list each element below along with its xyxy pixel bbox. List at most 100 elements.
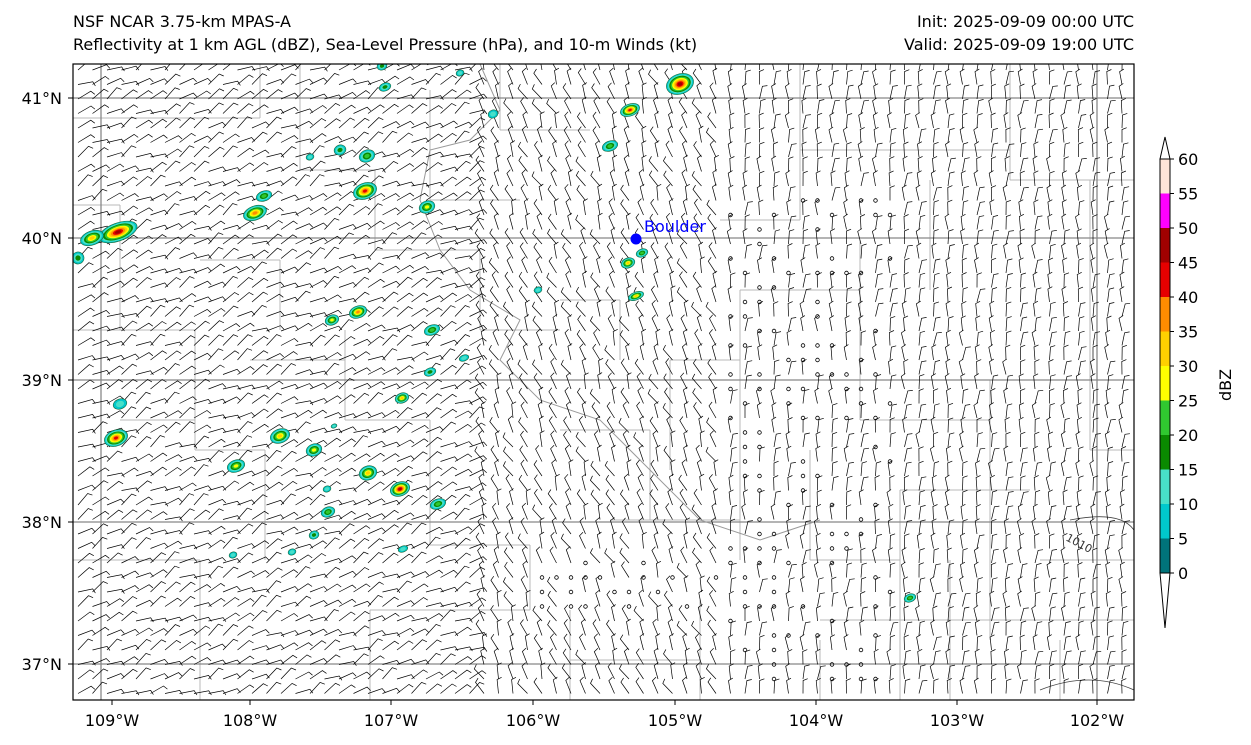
wind-barb <box>670 662 676 680</box>
wind-barb <box>726 228 732 245</box>
wind-barb <box>976 577 983 593</box>
wind-barb <box>478 473 485 491</box>
wind-barb <box>532 228 543 245</box>
wind-barb <box>1104 547 1110 564</box>
wind-barb <box>872 112 878 129</box>
wind-barb <box>440 209 459 216</box>
wind-barb <box>859 127 865 143</box>
calm-marker <box>815 299 820 305</box>
lat-label: 38°N <box>22 513 62 532</box>
wind-barb <box>976 447 986 462</box>
wind-barb <box>504 561 514 578</box>
wind-barb <box>469 441 488 448</box>
wind-barb <box>609 67 615 85</box>
wind-barb <box>237 684 255 694</box>
wind-barb <box>521 67 528 85</box>
calm-marker <box>873 444 878 450</box>
wind-barb <box>744 520 753 535</box>
wind-barb <box>1019 170 1025 187</box>
wind-barb <box>547 156 557 172</box>
wind-barb <box>649 416 659 433</box>
wind-barb <box>338 232 354 245</box>
wind-barb <box>295 78 314 85</box>
wind-barb <box>712 183 717 201</box>
wind-barb <box>669 473 674 491</box>
wind-barb <box>208 102 224 114</box>
wind-barb <box>1020 316 1028 332</box>
wind-barb <box>538 647 544 665</box>
wind-barb <box>1107 84 1115 100</box>
wind-barb <box>164 551 180 564</box>
wind-barb <box>309 174 325 187</box>
wind-barb <box>697 604 703 622</box>
wind-barb <box>266 207 284 216</box>
wind-barb <box>533 633 543 651</box>
wind-barb <box>802 520 812 535</box>
wind-barb <box>295 64 302 71</box>
wind-barb <box>280 667 297 680</box>
wind-barb <box>492 328 499 346</box>
wind-barb <box>565 488 572 506</box>
wind-barb <box>237 669 254 680</box>
wind-barb <box>193 458 212 463</box>
wind-barb <box>490 605 499 622</box>
wind-barb <box>150 134 168 143</box>
wind-barb <box>561 663 572 680</box>
wind-barb <box>904 621 913 636</box>
wind-barb <box>92 581 108 593</box>
wind-barb <box>560 229 572 245</box>
calm-marker <box>800 343 806 348</box>
wind-barb <box>593 329 601 346</box>
wind-barb <box>649 126 659 143</box>
wind-barb <box>625 343 630 361</box>
wind-barb <box>944 373 950 390</box>
wind-barb <box>960 416 966 433</box>
wind-barb <box>962 404 971 419</box>
wind-barb <box>579 531 586 549</box>
wind-barb <box>860 678 867 694</box>
wind-barb <box>696 82 702 100</box>
wind-barb <box>208 263 225 274</box>
wind-barb <box>469 610 486 622</box>
wind-barb <box>208 334 224 346</box>
wind-barb <box>425 623 441 636</box>
wind-barb <box>193 320 210 332</box>
wind-barb <box>692 68 702 85</box>
wind-barb <box>1047 199 1053 216</box>
wind-barb <box>1005 403 1013 419</box>
wind-barb <box>1104 344 1110 361</box>
wind-barb <box>77 64 86 71</box>
wind-barb <box>989 474 995 491</box>
wind-barb <box>1106 315 1112 332</box>
wind-barb <box>548 401 557 419</box>
wind-barb <box>900 373 906 390</box>
wind-barb <box>889 156 895 172</box>
wind-barb <box>411 220 429 230</box>
wind-barb <box>280 383 299 390</box>
wind-barb <box>382 180 401 187</box>
wind-barb <box>440 64 458 71</box>
calm-marker <box>728 386 733 392</box>
wind-barb <box>208 623 224 636</box>
wind-barb <box>683 386 688 404</box>
wind-barb <box>1031 329 1037 346</box>
wind-barb <box>744 360 753 375</box>
calm-marker <box>858 676 864 682</box>
wind-barb <box>251 645 270 651</box>
wind-barb <box>92 88 109 100</box>
wind-barb <box>991 257 997 273</box>
wind-barb <box>947 402 954 419</box>
wind-barb <box>338 298 357 303</box>
wind-barb <box>353 131 369 143</box>
wind-barb <box>506 357 514 375</box>
wind-barb <box>757 257 763 274</box>
wind-barb <box>208 582 226 593</box>
wind-barb <box>829 112 835 129</box>
wind-barb <box>846 301 852 317</box>
wind-barb <box>280 526 299 535</box>
wind-barb <box>707 619 717 636</box>
calm-marker <box>757 473 762 479</box>
wind-barb <box>280 312 299 318</box>
wind-barb <box>493 401 499 419</box>
wind-barb <box>121 487 140 493</box>
